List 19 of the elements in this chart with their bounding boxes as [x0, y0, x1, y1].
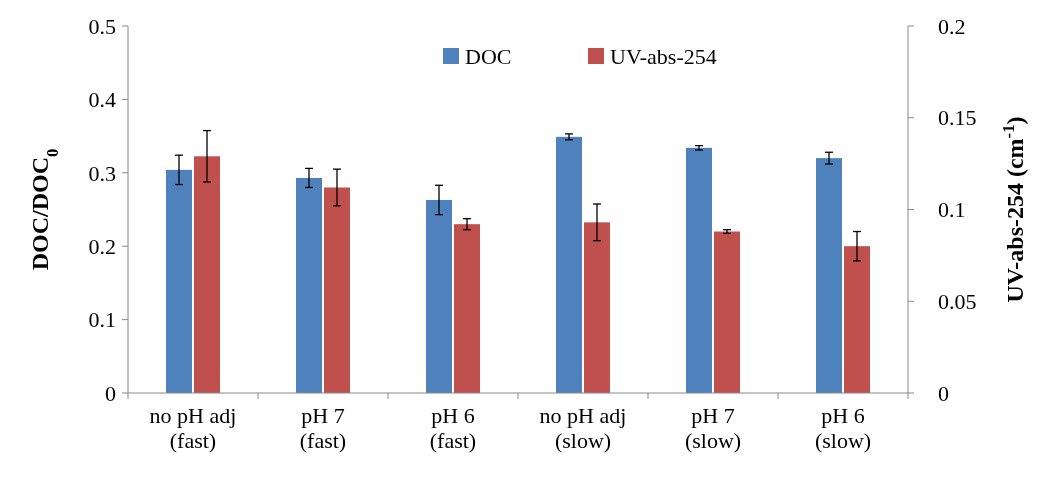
legend-label: DOC — [465, 43, 512, 69]
y-tick-label: 0.4 — [88, 87, 116, 113]
y-tick-label: 0.2 — [88, 233, 116, 259]
y2-tick-label: 0.15 — [938, 105, 977, 131]
x-tick-label: pH 6 (slow) — [814, 403, 872, 453]
x-tick-label: pH 6 (fast) — [429, 403, 477, 453]
x-tick-label: pH 7 (slow) — [684, 403, 742, 453]
x-tick-label: no pH adj (fast) — [149, 403, 237, 453]
y2-tick-label: 0.2 — [938, 13, 966, 39]
y2-tick-label: 0.1 — [938, 197, 966, 223]
x-tick-label: pH 7 (fast) — [299, 403, 347, 453]
y2-tick-label: 0.05 — [938, 288, 977, 314]
y-tick-label: 0.3 — [88, 160, 116, 186]
x-tick-label: no pH adj (slow) — [539, 403, 627, 453]
y-tick-label: 0.1 — [88, 307, 116, 333]
legend-label: UV-abs-254 — [610, 43, 717, 69]
y-tick-label: 0.5 — [88, 13, 116, 39]
y2-tick-label: 0 — [938, 380, 949, 406]
y-tick-label: 0 — [105, 380, 116, 406]
